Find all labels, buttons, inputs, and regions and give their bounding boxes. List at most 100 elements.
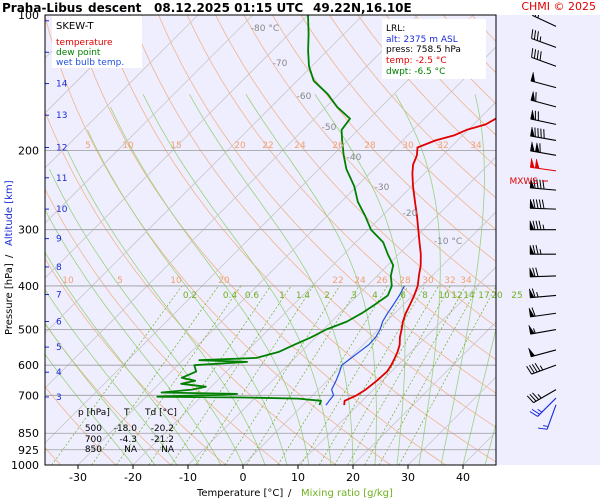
- wind-barb-flag: [533, 179, 536, 189]
- wind-barb-pennant: [529, 178, 535, 189]
- moist-adiabat-line: [462, 327, 496, 465]
- wind-panel-background: [496, 15, 600, 465]
- x-axis-label-secondary: Mixing ratio [g/kg]: [301, 488, 393, 499]
- lrl-pressure: press: 758.5 hPa: [386, 45, 461, 55]
- mixing-ratio-label: 8: [422, 291, 428, 301]
- table-row-850-td: NA: [161, 445, 175, 455]
- theta-e-label: 20: [218, 276, 230, 286]
- moist-adiabat-line: [245, 93, 377, 465]
- theta-e-label: 32: [444, 276, 455, 286]
- isotherm-label: -20: [403, 209, 418, 219]
- wind-barb-flag: [537, 427, 548, 430]
- wind-barb-half-flag: [533, 328, 536, 334]
- wind-barb: [529, 199, 557, 210]
- lrl-title: LRL:: [386, 24, 405, 34]
- station-name: Praha-Libus: [2, 1, 82, 15]
- mixing-ratio-label: 0.4: [223, 291, 238, 301]
- wind-barb: [529, 267, 557, 278]
- mixing-ratio-label: 12: [451, 291, 462, 301]
- temperature-tick-label: 0: [240, 471, 247, 484]
- wind-barb-flag: [535, 245, 539, 255]
- pressure-tick-label: 700: [18, 389, 39, 402]
- table-header-dewpoint: Td [°C]: [144, 408, 177, 418]
- isotherm-label: -50: [322, 123, 337, 133]
- mixing-ratio-line: [334, 285, 439, 465]
- pressure-tick-label: 300: [18, 224, 39, 237]
- altitude-tick-label: 11: [56, 174, 67, 184]
- table-row-500-td: -20.2: [151, 424, 174, 434]
- isotherm-line: [45, 15, 364, 334]
- mixing-ratio-label: 6: [400, 291, 406, 301]
- legend-title: SKEW-T: [56, 21, 94, 32]
- wind-barb-half-flag: [539, 249, 542, 255]
- wind-barb-staff: [529, 207, 557, 210]
- wind-barb-half-flag: [537, 408, 543, 413]
- isotherm-labels: 0.2 0.4 0.6 1 1.4 2 3 4 6 8 10 12 14 17 20 255 10 15 20 22 2…: [62, 24, 522, 301]
- isotherm-label: -30: [375, 183, 390, 193]
- mixing-ratio-label: 20: [491, 291, 503, 301]
- wind-barb-flag: [536, 179, 539, 189]
- wind-barb-pennant: [530, 91, 536, 102]
- isotherm-label: -10 °C: [434, 237, 462, 247]
- wind-barb-staff: [533, 389, 557, 404]
- wind-barb: [530, 141, 557, 156]
- table-row-850-p: 850: [85, 445, 102, 455]
- dry-adiabat-line: [329, 15, 496, 199]
- mixing-ratio-line: [300, 285, 409, 465]
- legend-temperature: temperature: [56, 38, 113, 48]
- table-row-700-p: 700: [85, 435, 102, 445]
- isotherm-label: -70: [273, 59, 288, 69]
- wind-barb-flag: [533, 49, 537, 59]
- wind-barb-flag: [541, 199, 545, 209]
- y-axis-label: Pressure [hPa]: [4, 263, 15, 335]
- isotherm-line: [77, 46, 496, 465]
- table-row-700-td: -21.2: [151, 435, 174, 445]
- mixing-ratio-line: [224, 285, 341, 465]
- wind-barb: [528, 347, 557, 358]
- pressure-tick-label: 925: [18, 444, 39, 457]
- altitude-tick-label: 12: [56, 144, 67, 154]
- wind-barb-flag: [536, 50, 539, 60]
- wind-barb-pennant: [529, 267, 535, 278]
- theta-e-label: 10: [62, 276, 74, 286]
- isotherm-line: [352, 321, 496, 465]
- isotherm-line: [45, 15, 144, 114]
- mixing-ratio-line: [246, 285, 360, 465]
- wind-barb-flag: [534, 15, 537, 17]
- mixing-ratio-label: 10: [438, 291, 450, 301]
- mixing-ratio-line: [91, 285, 219, 465]
- wind-barb: [530, 127, 557, 141]
- wind-barb-flag: [535, 220, 539, 230]
- lrl-temperature: temp: -2.5 °C: [386, 56, 447, 66]
- temperature-tick-label: -20: [124, 471, 142, 484]
- wind-barb-half-flag: [542, 224, 545, 230]
- table-row-850-t: NA: [124, 445, 138, 455]
- temperature-tick-label: -30: [69, 471, 87, 484]
- dry-adiabat-line: [186, 15, 496, 361]
- y-axis-separator: /: [4, 254, 15, 258]
- wind-barb-staff: [531, 56, 557, 67]
- temperature-tick-label: 40: [456, 471, 470, 484]
- wind-barb: [529, 288, 557, 299]
- isotherm-line: [187, 156, 496, 465]
- isotherm-line: [242, 211, 496, 465]
- mixing-ratio-line: [277, 285, 388, 465]
- theta-e-label: 24: [294, 141, 306, 151]
- moist-adiabat-line: [49, 168, 244, 465]
- level-table: p [hPa] T Td [°C] 500 -18.0 -20.2 700 -4…: [78, 408, 177, 455]
- wind-barb-staff: [530, 80, 557, 89]
- wind-barb-pennant: [529, 158, 535, 169]
- theta-e-label: 5: [117, 276, 123, 286]
- temperature-tick-label: -10: [179, 471, 197, 484]
- wind-barb: [529, 178, 557, 191]
- wind-barb-flag: [537, 15, 540, 19]
- wind-barb: [537, 404, 557, 430]
- theta-e-label: 26: [376, 276, 388, 286]
- isotherm-label: -40: [347, 153, 362, 163]
- wind-barb-flag: [529, 364, 535, 374]
- theta-e-label: 24: [354, 276, 366, 286]
- wind-barbs: [526, 15, 557, 430]
- wind-barb-half-flag: [539, 36, 542, 42]
- pressure-tick-label: 850: [18, 427, 39, 440]
